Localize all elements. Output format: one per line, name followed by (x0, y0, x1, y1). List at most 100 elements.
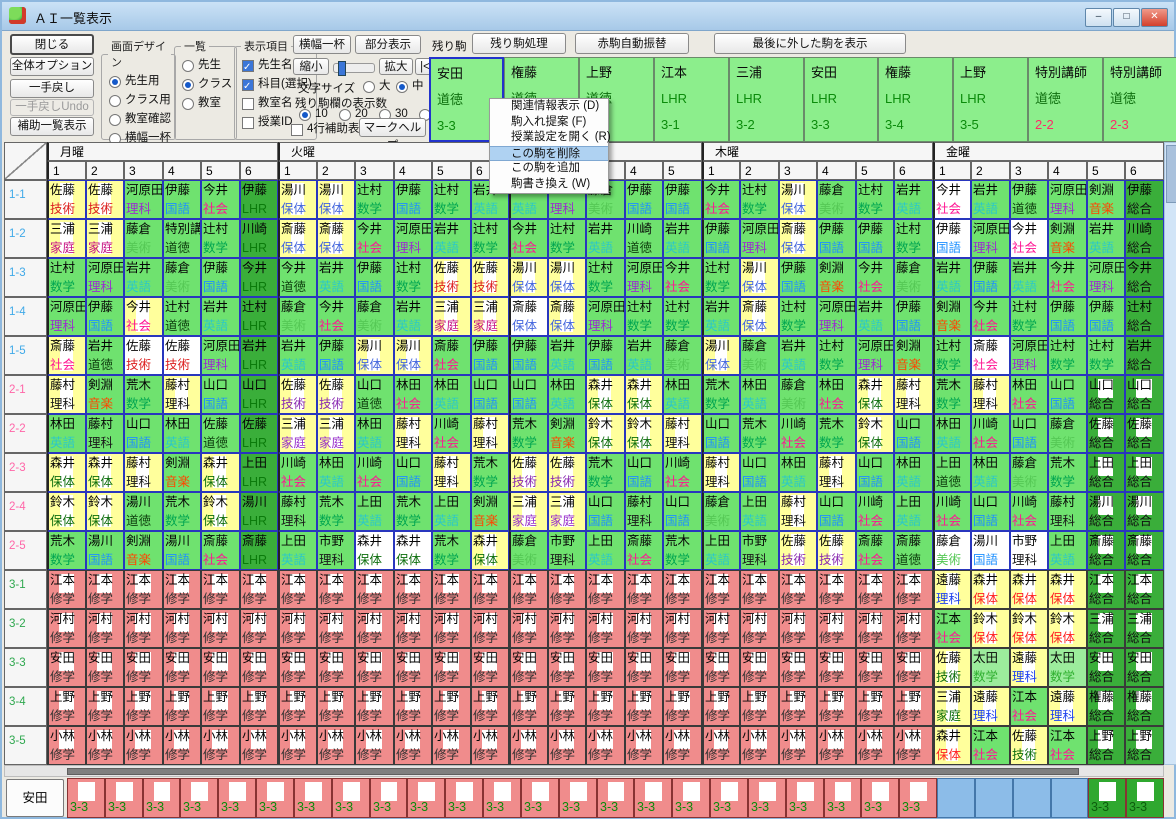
timetable-cell[interactable]: 辻村 数学 (201, 219, 240, 258)
timetable-cell[interactable]: 荒木 数学 (702, 375, 740, 414)
timetable-cell[interactable]: 藤村 理科 (971, 375, 1010, 414)
timetable-cell[interactable]: 湯川 保体 (548, 258, 586, 297)
timetable-cell[interactable]: 岩井 英語 (856, 297, 894, 336)
timetable-cell[interactable]: 河原田 理科 (86, 258, 124, 297)
timetable-cell[interactable]: 藤村 理科 (163, 375, 201, 414)
timetable-cell[interactable]: 湯川 国語 (971, 531, 1010, 570)
timetable-cell[interactable]: 今井 社会 (317, 297, 355, 336)
timetable-cell[interactable]: 藤倉美術 (278, 297, 317, 336)
timetable-cell[interactable]: 三浦 家庭 (548, 492, 586, 531)
timetable-cell[interactable]: 山口 国語 (394, 453, 432, 492)
timetable-cell[interactable]: 藤村 理科 (779, 492, 817, 531)
timetable-cell[interactable]: 林田 英語 (779, 453, 817, 492)
timetable-cell[interactable]: 斎藤 社会 (971, 336, 1010, 375)
timetable-cell[interactable]: 森井 保体 (586, 375, 625, 414)
timetable-cell[interactable]: 河村 修学 (509, 609, 548, 648)
vertical-scrollbar[interactable] (1164, 142, 1176, 765)
timetable-cell[interactable]: 安田 修学 (86, 648, 124, 687)
timetable-cell[interactable]: 河原田 理科 (1010, 336, 1048, 375)
timetable-cell[interactable]: 湯川 保体 (740, 258, 779, 297)
timetable-cell[interactable]: 河村 修学 (894, 609, 933, 648)
timetable-cell[interactable]: 伊藤 国語 (663, 180, 702, 219)
timetable-cell[interactable]: 安田 修学 (471, 648, 509, 687)
timetable-cell[interactable]: 今井 社会 (663, 258, 702, 297)
timetable-cell[interactable]: 辻村 数学 (702, 258, 740, 297)
timetable-cell[interactable]: 市野 理科 (317, 531, 355, 570)
timetable-cell[interactable]: 藤村 理科 (86, 414, 124, 453)
timetable-cell[interactable]: 藤倉美術 (1048, 414, 1087, 453)
timetable-cell[interactable]: 斎藤 社会 (432, 336, 471, 375)
bottom-strip-cell-green[interactable]: 3-3総合 (1088, 778, 1126, 818)
timetable-cell[interactable]: 小林 修学 (856, 726, 894, 765)
timetable-cell[interactable]: 伊藤 国語 (856, 219, 894, 258)
timetable-cell[interactable]: 林田 英語 (740, 375, 779, 414)
timetable-cell[interactable]: 小林 修学 (625, 726, 663, 765)
timetable-cell[interactable]: 岩井 LHR (240, 336, 278, 375)
timetable-cell[interactable]: 河村 修学 (201, 609, 240, 648)
timetable-cell[interactable]: 藤倉美術 (933, 531, 971, 570)
bottom-strip-cell-red[interactable]: 3-3修学 (294, 778, 332, 818)
checkbox-aux-4line[interactable]: 4行補助表示 (290, 120, 371, 139)
timetable-cell[interactable]: 藤村 理科 (124, 453, 163, 492)
bottom-strip-cell-red[interactable]: 3-3修学 (521, 778, 559, 818)
timetable-cell[interactable]: 辻村 数学 (355, 180, 394, 219)
timetable-cell[interactable]: 上野 修学 (240, 687, 278, 726)
timetable-cell[interactable]: 河原田 理科 (394, 219, 432, 258)
timetable-cell[interactable]: 安田 修学 (740, 648, 779, 687)
timetable-cell[interactable]: 江本 修学 (471, 570, 509, 609)
panel-button-4[interactable]: 一手戻しUndo (10, 99, 94, 116)
timetable-cell[interactable]: 伊藤 国語 (201, 258, 240, 297)
timetable-cell[interactable]: 江本 修学 (817, 570, 856, 609)
timetable-cell[interactable]: 安田 修学 (586, 648, 625, 687)
timetable-cell[interactable]: 小林 修学 (817, 726, 856, 765)
timetable-cell[interactable]: 小林 修学 (471, 726, 509, 765)
timetable-cell[interactable]: 今井 社会 (933, 180, 971, 219)
timetable-cell[interactable]: 安田 修学 (894, 648, 933, 687)
timetable-cell[interactable]: 河村 修学 (625, 609, 663, 648)
timetable-cell[interactable]: 河村 修学 (278, 609, 317, 648)
timetable-cell[interactable]: 山口 国語 (663, 492, 702, 531)
timetable-cell[interactable]: 藤倉美術 (779, 375, 817, 414)
timetable-cell[interactable]: 安田 修学 (432, 648, 471, 687)
timetable-cell[interactable]: 伊藤 国語 (1048, 297, 1087, 336)
timetable-cell[interactable]: 上野 修学 (278, 687, 317, 726)
remaining-piece-9[interactable]: 特別講師 道徳 2-2 (1028, 57, 1103, 142)
timetable-cell[interactable]: 江本 修学 (355, 570, 394, 609)
timetable-cell[interactable]: 岩井 英語 (933, 258, 971, 297)
timetable-cell[interactable]: 森井 保体 (1010, 570, 1048, 609)
timetable-cell[interactable]: 安田 総合 (1125, 648, 1164, 687)
timetable-cell[interactable]: 河原田 理科 (124, 180, 163, 219)
timetable-cell[interactable]: 湯川 道徳 (124, 492, 163, 531)
remaining-piece-10[interactable]: 特別講師 道徳 2-3 (1103, 57, 1176, 142)
timetable-cell[interactable]: 藤村 理科 (278, 492, 317, 531)
timetable-cell[interactable]: 小林 修学 (240, 726, 278, 765)
timetable-cell[interactable]: 伊藤 国語 (625, 180, 663, 219)
timetable-cell[interactable]: 小林 修学 (548, 726, 586, 765)
timetable-cell[interactable]: 佐藤 技術 (933, 648, 971, 687)
timetable-cell[interactable]: 上野 修学 (586, 687, 625, 726)
timetable-cell[interactable]: 上田 英語 (355, 492, 394, 531)
timetable-cell[interactable]: 佐藤 技術 (278, 375, 317, 414)
timetable-cell[interactable]: 上野 修学 (740, 687, 779, 726)
timetable-cell[interactable]: 荒木 数学 (1048, 453, 1087, 492)
bottom-strip-cell-blue[interactable] (1051, 778, 1088, 818)
remaining-piece-7[interactable]: 権藤 LHR 3-4 (878, 57, 953, 142)
timetable-cell[interactable]: 岩井 英語 (1087, 219, 1125, 258)
timetable-cell[interactable]: 藤村 理科 (894, 375, 933, 414)
timetable-cell[interactable]: 河原田 理科 (817, 297, 856, 336)
timetable-cell[interactable]: 上野 修学 (663, 687, 702, 726)
timetable-cell[interactable]: 荒木 数学 (663, 531, 702, 570)
timetable-cell[interactable]: 佐藤 技術 (432, 258, 471, 297)
timetable-cell[interactable]: 川崎 道徳 (625, 219, 663, 258)
timetable-cell[interactable]: 湯川 LHR (240, 492, 278, 531)
timetable-cell[interactable]: 山口 国語 (702, 414, 740, 453)
timetable-cell[interactable]: 岩井 英語 (317, 258, 355, 297)
timetable-cell[interactable]: 藤村 理科 (817, 453, 856, 492)
timetable-cell[interactable]: 鈴木 保体 (1010, 609, 1048, 648)
timetable-cell[interactable]: 河村 修学 (779, 609, 817, 648)
timetable-cell[interactable]: 山口 総合 (1125, 375, 1164, 414)
timetable-cell[interactable]: 辻村 道徳 (163, 297, 201, 336)
bottom-strip-cell-red[interactable]: 3-3修学 (861, 778, 899, 818)
remaining-piece-5[interactable]: 三浦 LHR 3-2 (729, 57, 804, 142)
timetable-cell[interactable]: 藤村 理科 (702, 453, 740, 492)
